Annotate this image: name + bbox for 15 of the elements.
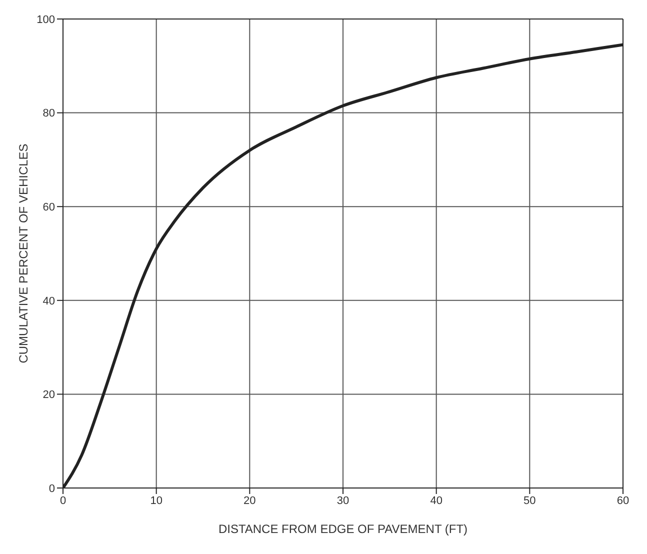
x-tick-label: 0 [60,494,66,507]
y-tick-label: 80 [42,108,55,120]
y-axis-title: CUMULATIVE PERCENT OF VEHICLES [16,144,30,364]
y-tick-label: 20 [42,389,55,402]
y-tick-label: 0 [48,482,55,495]
x-tick-label: 60 [616,494,630,507]
x-tick-label: 10 [150,494,162,507]
x-tick-label: 20 [244,494,256,507]
y-tick-label: 40 [42,295,55,308]
x-tick-label: 40 [430,494,442,507]
x-axis-title: DISTANCE FROM EDGE OF PAVEMENT (FT) [218,522,468,536]
y-tick-label: 60 [42,202,55,214]
x-tick-label: 50 [524,494,536,507]
x-tick-label: 30 [336,494,350,507]
y-tick-label: 100 [36,14,55,26]
